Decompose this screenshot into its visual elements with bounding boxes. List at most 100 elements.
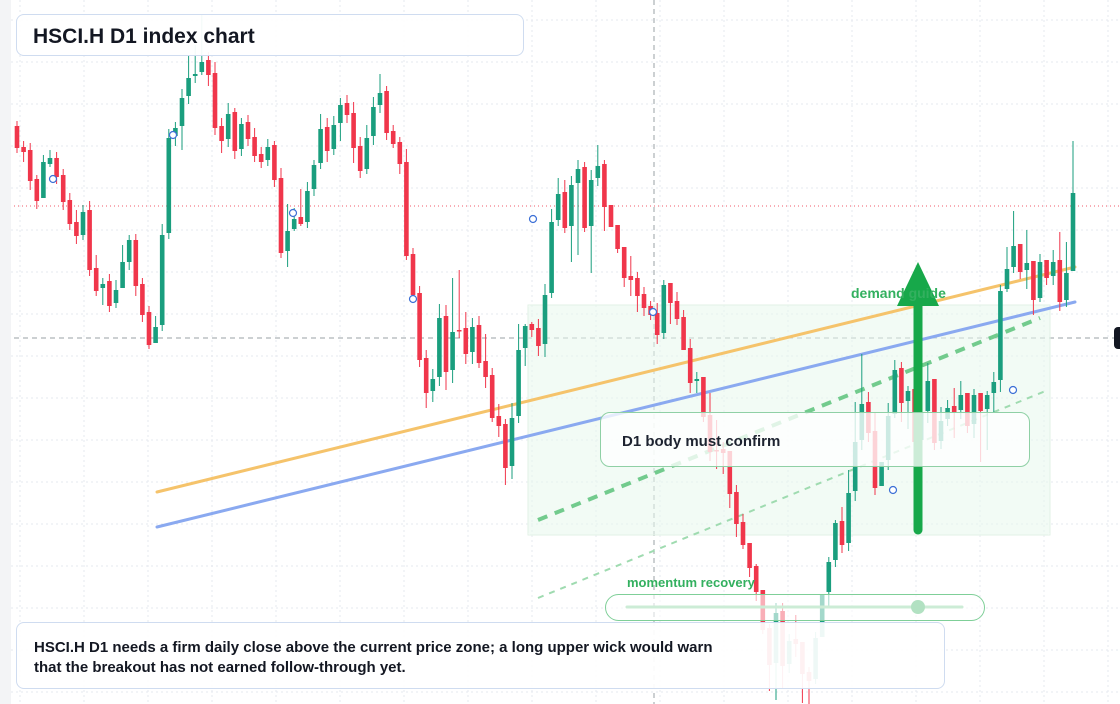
candle-body: [991, 382, 997, 393]
analysis-note: HSCI.H D1 needs a firm daily close above…: [34, 639, 713, 676]
candle-body: [727, 451, 733, 494]
signal-marker: [648, 307, 658, 317]
candle-body: [338, 105, 343, 123]
candle-body: [417, 293, 422, 360]
candle-body: [60, 175, 66, 202]
candle-body: [522, 326, 528, 348]
candle-body: [549, 222, 554, 293]
candle-body: [951, 406, 957, 412]
candle-body: [21, 147, 26, 152]
candle-body: [93, 268, 99, 291]
candle-body: [298, 217, 304, 224]
chart-title-box: HSCI.H D1 index chart: [16, 14, 524, 56]
candle-body: [384, 91, 389, 133]
candle-body: [615, 225, 620, 249]
confirm-callout-text: D1 body must confirm: [622, 433, 781, 450]
candle-body: [668, 283, 673, 303]
demand-guide-label: demand guide: [851, 285, 946, 301]
candle-body: [54, 158, 59, 177]
candle-body: [879, 462, 884, 486]
candle-body: [377, 93, 383, 105]
candle-body: [245, 122, 251, 139]
left-edge-panel: [0, 0, 11, 704]
signal-marker: [168, 130, 178, 140]
candle-body: [34, 179, 40, 201]
candle-body: [753, 566, 759, 592]
candle-body: [430, 379, 436, 391]
candle-body: [483, 361, 488, 377]
candle-body: [443, 316, 449, 372]
candle-body: [371, 107, 376, 136]
candle-body: [899, 368, 904, 403]
candle-body: [932, 379, 937, 443]
signal-marker: [528, 214, 538, 224]
candle-body: [1024, 263, 1030, 270]
candle-body: [1070, 193, 1076, 271]
candle-body: [27, 150, 33, 181]
candle-body: [14, 126, 20, 148]
candle-body: [463, 328, 469, 354]
candle-body: [87, 210, 92, 270]
candle-body: [146, 312, 152, 345]
candle-body: [153, 327, 158, 343]
candle-body: [232, 112, 238, 151]
candle-body: [740, 522, 746, 545]
candle-body: [635, 278, 640, 296]
candle-body: [833, 523, 838, 560]
candle-body: [258, 154, 264, 162]
candle-body: [272, 145, 277, 180]
candle-body: [734, 492, 739, 524]
candle-body: [199, 62, 205, 72]
signal-marker: [288, 208, 298, 218]
candle-body: [397, 142, 403, 164]
candle-body: [437, 318, 442, 377]
candle-body: [120, 262, 125, 288]
candle-body: [74, 222, 79, 236]
candle-body: [1011, 246, 1016, 267]
candle-body: [582, 167, 587, 228]
candle-body: [905, 391, 911, 401]
candle-body: [965, 393, 970, 426]
candle-body: [239, 124, 244, 149]
candle-body: [747, 543, 752, 568]
candle-body: [212, 73, 218, 128]
candle-body: [1037, 262, 1043, 298]
candle-body: [654, 313, 660, 335]
candle-body: [971, 395, 977, 424]
candle-body: [291, 219, 297, 229]
candle-body: [839, 521, 845, 545]
candle-body: [674, 301, 680, 319]
candle-body: [159, 235, 165, 325]
candle-body: [67, 200, 73, 224]
candle-body: [166, 138, 172, 233]
candle-body: [503, 424, 508, 468]
candle-body: [252, 137, 257, 156]
candle-body: [265, 147, 271, 160]
candle-body: [133, 240, 139, 286]
candle-body: [351, 113, 356, 148]
demand-arrow-head: [897, 262, 939, 306]
candle-body: [344, 103, 350, 115]
candle-body: [186, 78, 191, 96]
candle-body: [1044, 260, 1049, 278]
candle-body: [681, 317, 686, 350]
candle-body: [628, 276, 634, 280]
chart-title: HSCI.H D1 index chart: [33, 25, 255, 48]
candle-body: [1031, 261, 1036, 300]
candle-body: [826, 562, 832, 592]
candle-body: [107, 281, 112, 306]
candle-body: [978, 393, 983, 411]
candle-body: [687, 348, 693, 383]
candle-body: [192, 74, 198, 76]
candle-body: [390, 131, 396, 144]
candle-body: [324, 127, 330, 151]
candle-body: [701, 377, 706, 417]
candle-body: [1017, 244, 1023, 272]
candle-body: [404, 162, 409, 256]
candle-body: [113, 290, 119, 303]
candle-body: [608, 205, 614, 227]
candle-body: [410, 254, 416, 295]
candle-body: [958, 395, 964, 410]
candle-body: [423, 358, 429, 393]
candle-body: [80, 212, 86, 235]
